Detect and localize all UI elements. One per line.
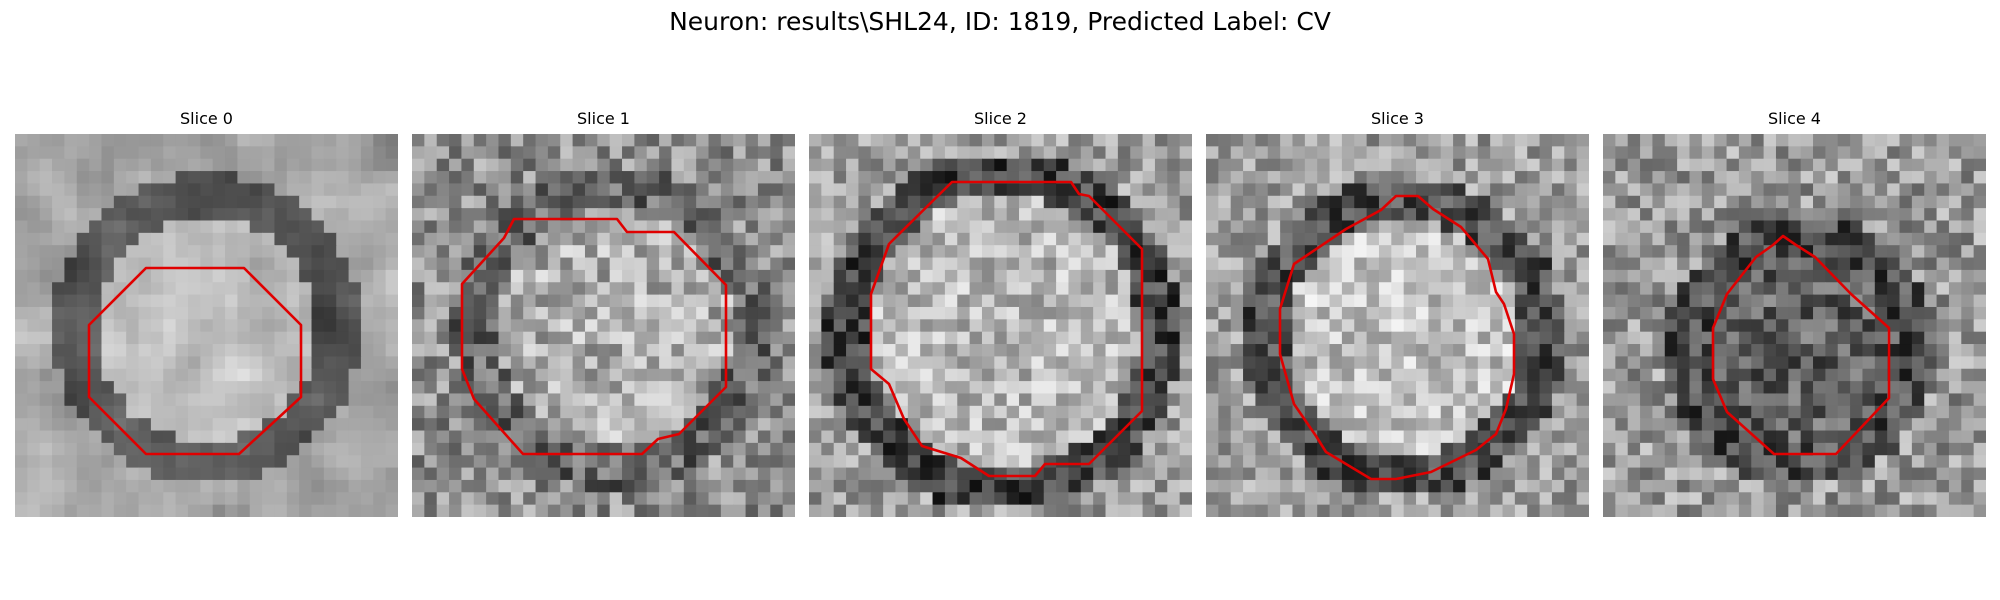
slice-panel-0: Slice 0 [15, 108, 398, 517]
cell-contour-3 [1278, 194, 1516, 481]
slice-title-2: Slice 2 [974, 109, 1027, 128]
slice-title-0: Slice 0 [180, 109, 233, 128]
slice-title-3: Slice 3 [1371, 109, 1424, 128]
slice-image-4 [1603, 134, 1986, 517]
cell-contour-4 [1711, 234, 1891, 456]
slice-panel-1: Slice 1 [412, 108, 795, 517]
slice-panel-4: Slice 4 [1603, 108, 1986, 517]
slice-image-2 [809, 134, 1192, 517]
slice-title-4: Slice 4 [1768, 109, 1821, 128]
cell-contour-0 [87, 266, 303, 456]
slice-image-1 [412, 134, 795, 517]
slice-panel-2: Slice 2 [809, 108, 1192, 517]
cell-contour-1 [460, 217, 728, 456]
slice-title-1: Slice 1 [577, 109, 630, 128]
figure-title: Neuron: results\SHL24, ID: 1819, Predict… [669, 7, 1331, 36]
slice-image-0 [15, 134, 398, 517]
cell-contour-2 [869, 180, 1144, 478]
slice-panel-3: Slice 3 [1206, 108, 1589, 517]
slice-image-3 [1206, 134, 1589, 517]
